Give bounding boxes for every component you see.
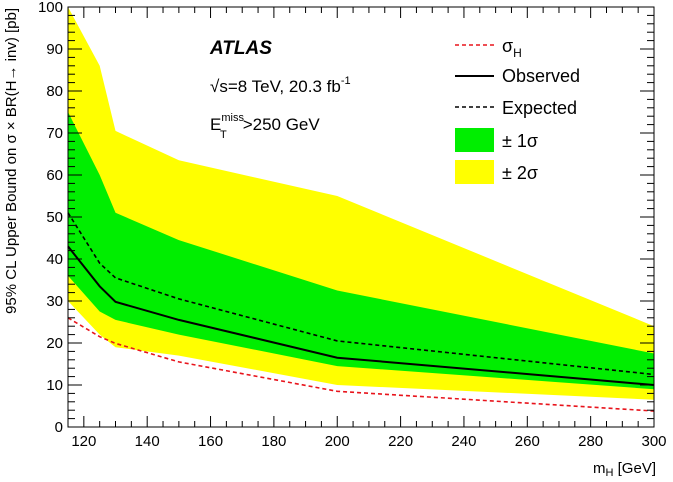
y-tick-label: 40 — [46, 251, 63, 268]
legend-observed: Observed — [502, 66, 580, 86]
one-sigma-band — [68, 112, 654, 390]
y-tick-label: 70 — [46, 125, 63, 142]
legend-two-sigma-swatch — [455, 160, 494, 184]
y-tick-label: 20 — [46, 335, 63, 352]
y-tick-label: 30 — [46, 293, 63, 310]
legend: σH Observed Expected ± 1σ ± 2σ — [455, 36, 580, 184]
x-tick-label: 220 — [388, 433, 413, 450]
observed-line — [67, 245, 655, 386]
x-tick-label: 240 — [451, 433, 476, 450]
x-tick-label: 160 — [198, 433, 223, 450]
energy-label: √s=8 TeV, 20.3 fb-1 — [210, 75, 351, 96]
legend-two-sigma: ± 2σ — [502, 163, 538, 183]
legend-one-sigma-swatch — [455, 128, 494, 152]
experiment-label: ATLAS — [209, 38, 272, 59]
sigma-h-line — [67, 317, 655, 412]
legend-sigma-h: σH — [502, 36, 522, 60]
x-tick-label: 280 — [578, 433, 603, 450]
expected-line — [67, 212, 655, 376]
x-tick-label: 120 — [71, 433, 96, 450]
x-tick-label: 140 — [135, 433, 160, 450]
legend-one-sigma: ± 1σ — [502, 131, 538, 151]
cut-label: Emiss T>250 GeV — [210, 112, 320, 141]
x-axis: 120 140 160 180 200 220 240 260 280 300 — [67, 7, 667, 450]
y-axis-label: 95% CL Upper Bound on σ × BR(H→ inv) [pb… — [3, 8, 20, 314]
y-tick-label: 50 — [46, 209, 63, 226]
legend-expected: Expected — [502, 98, 577, 118]
x-tick-label: 200 — [325, 433, 350, 450]
y-tick-label: 100 — [38, 0, 63, 16]
y-tick-label: 90 — [46, 41, 63, 58]
y-tick-label: 80 — [46, 83, 63, 100]
x-tick-label: 180 — [261, 433, 286, 450]
y-tick-label: 60 — [46, 167, 63, 184]
x-tick-label: 300 — [641, 433, 666, 450]
y-axis: 0 10 20 30 40 50 60 70 80 90 100 — [38, 0, 654, 436]
x-tick-label: 260 — [515, 433, 540, 450]
x-axis-label: mH [GeV] — [593, 460, 656, 479]
y-tick-label: 0 — [55, 419, 63, 436]
y-tick-label: 10 — [46, 377, 63, 394]
